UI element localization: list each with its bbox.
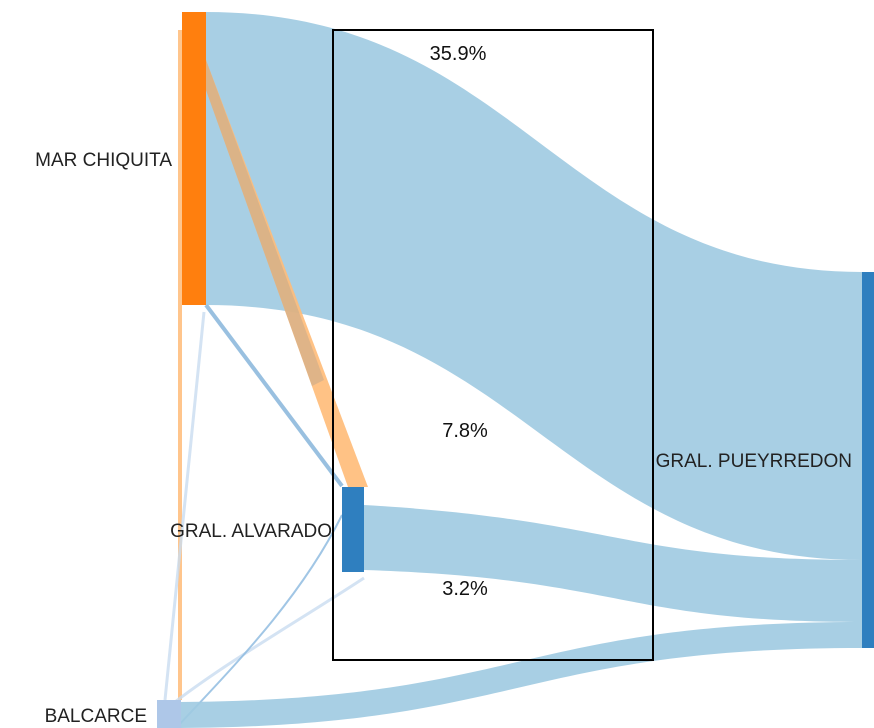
node-mar-chiquita[interactable]	[182, 12, 206, 305]
link-mar-chiquita-to-gral-alvarado[interactable]	[204, 303, 344, 488]
link-gral-alvarado-to-balcarce[interactable]	[174, 576, 365, 704]
node-label-gral-alvarado: GRAL. ALVARADO	[170, 521, 332, 542]
link-mar-chiquita-to-gral-alvarado-main[interactable]	[206, 60, 368, 487]
node-label-mar-chiquita: MAR CHIQUITA	[35, 150, 172, 171]
link-balcarce-to-gral-pueyrredon[interactable]	[180, 622, 862, 728]
link-gral-alvarado-to-gral-pueyrredon[interactable]	[364, 505, 862, 622]
percentage-label-bottom: 3.2%	[442, 578, 488, 600]
link-overlap-brown	[206, 60, 324, 386]
percentage-label-middle: 7.8%	[442, 420, 488, 442]
highlight-box	[332, 29, 654, 661]
link-balcarce-to-gral-alvarado[interactable]	[177, 514, 343, 727]
percentage-label-top: 35.9%	[430, 43, 487, 65]
node-label-gral-pueyrredon: GRAL. PUEYRREDON	[656, 451, 852, 472]
node-gral-pueyrredon[interactable]	[862, 272, 874, 648]
link-mar-chiquita-to-balcarce-thin[interactable]	[163, 311, 206, 701]
node-balcarce[interactable]	[157, 700, 181, 728]
node-gral-alvarado[interactable]	[342, 487, 364, 572]
link-mar-chiquita-to-gral-pueyrredon[interactable]	[206, 12, 862, 560]
node-label-balcarce: BALCARCE	[45, 706, 147, 727]
